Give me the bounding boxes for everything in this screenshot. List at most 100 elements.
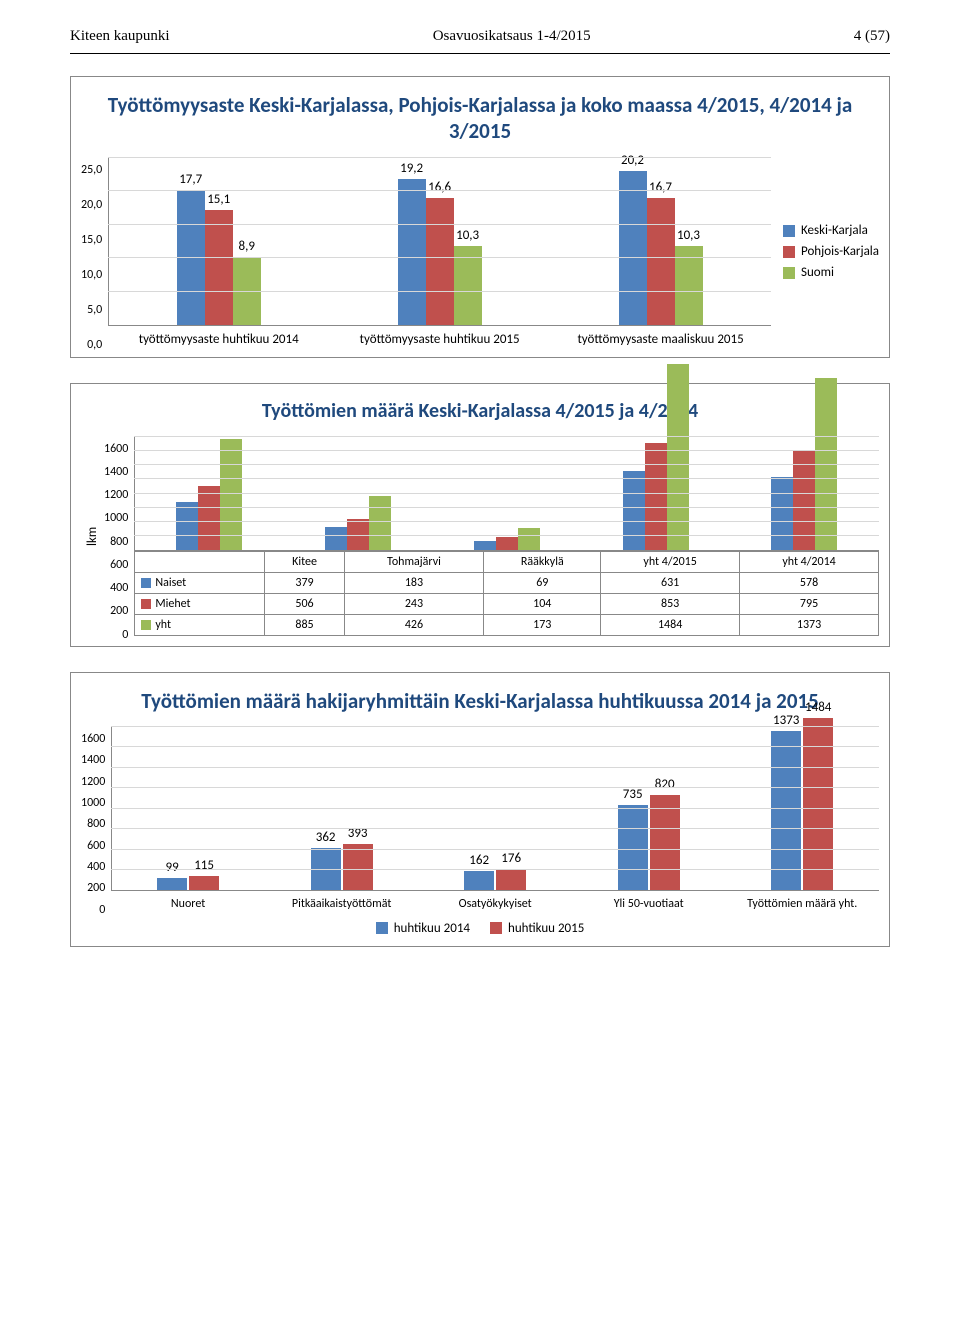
y-tick: 200: [81, 881, 105, 895]
table-header: [135, 551, 265, 572]
bar-group: 99115: [157, 876, 219, 889]
table-cell: 853: [601, 593, 740, 614]
bar-value: 8,9: [238, 239, 254, 254]
chart1-title: Työttömyysaste Keski-Karjalassa, Pohjois…: [81, 92, 879, 145]
bar: 393: [343, 844, 373, 889]
bar-value: 10,3: [456, 228, 479, 243]
table-header: yht 4/2015: [601, 551, 740, 572]
bar-group: 13731484: [771, 718, 833, 890]
table-cell: 1373: [740, 614, 879, 635]
bar-value: 99: [166, 860, 179, 875]
table-cell: 426: [344, 614, 484, 635]
y-tick: 1200: [81, 775, 105, 789]
legend-label: Keski-Karjala: [801, 223, 868, 238]
y-tick: 0: [104, 628, 128, 642]
legend-item: Suomi: [783, 265, 879, 280]
y-tick: 1600: [104, 442, 128, 456]
bar: 115: [189, 876, 219, 889]
bar: [220, 439, 242, 550]
table-cell: 183: [344, 572, 484, 593]
bar: [176, 502, 198, 549]
x-label: työttömyysaste huhtikuu 2014: [108, 332, 329, 347]
chart1-y-axis: 25,020,015,010,05,00,0: [81, 157, 108, 347]
header-divider: [70, 53, 890, 54]
bar: [623, 471, 645, 550]
bar: 162: [464, 871, 494, 890]
y-tick: 1600: [81, 732, 105, 746]
bar-group: 735820: [618, 795, 680, 890]
y-tick: 200: [104, 604, 128, 618]
bar: 19,2: [398, 179, 426, 325]
bar-value: 16,6: [428, 180, 451, 195]
bar-value: 16,7: [649, 180, 672, 195]
page-header: Kiteen kaupunki Osavuosikatsaus 1-4/2015…: [70, 28, 890, 45]
bar-group: [176, 439, 242, 550]
chart3-x-labels: NuoretPitkäaikaistyöttömätOsatyökykyiset…: [111, 891, 879, 911]
bar: [645, 443, 667, 550]
chart-hakijaryhmittain: Työttömien määrä hakijaryhmittäin Keski-…: [70, 672, 890, 947]
bar: 20,2: [619, 171, 647, 325]
legend-swatch: [490, 922, 502, 934]
y-tick: 400: [81, 860, 105, 874]
legend-item: Keski-Karjala: [783, 223, 879, 238]
chart-tyottomyysaste: Työttömyysaste Keski-Karjalassa, Pohjois…: [70, 76, 890, 358]
table-row: Naiset37918369631578: [135, 572, 879, 593]
row-name: Naiset: [155, 576, 186, 590]
y-tick: 20,0: [81, 198, 102, 212]
table-cell: 795: [740, 593, 879, 614]
chart2-y-axis-label: lkm: [81, 436, 104, 636]
bar-value: 115: [194, 858, 214, 873]
bar-value: 20,2: [621, 153, 644, 168]
bar: [496, 537, 518, 550]
bar: [771, 477, 793, 549]
legend-item: huhtikuu 2015: [490, 921, 584, 936]
x-label: Yli 50-vuotiaat: [572, 897, 726, 911]
header-right: 4 (57): [854, 28, 890, 45]
table-header: yht 4/2014: [740, 551, 879, 572]
bar-group: [474, 528, 540, 550]
bar: [518, 528, 540, 550]
y-tick: 800: [104, 535, 128, 549]
header-left: Kiteen kaupunki: [70, 28, 170, 45]
y-tick: 0,0: [81, 338, 102, 352]
chart1-plot: 17,715,18,919,216,610,320,216,710,3: [108, 157, 771, 326]
table-cell: 631: [601, 572, 740, 593]
bar-group: 162176: [464, 869, 526, 889]
bar-group: 19,216,610,3: [398, 179, 482, 325]
chart1-x-labels: työttömyysaste huhtikuu 2014työttömyysas…: [108, 326, 771, 347]
legend-label: Pohjois-Karjala: [801, 244, 879, 259]
table-cell: 578: [740, 572, 879, 593]
header-center: Osavuosikatsaus 1-4/2015: [433, 28, 591, 45]
legend-swatch: [783, 267, 795, 279]
legend-swatch: [141, 599, 151, 609]
table-cell: 1484: [601, 614, 740, 635]
y-tick: 25,0: [81, 163, 102, 177]
bar: 16,6: [426, 198, 454, 324]
y-tick: 0: [81, 903, 105, 917]
bar-group: [325, 496, 391, 549]
y-tick: 1400: [81, 753, 105, 767]
bar: [325, 527, 347, 550]
table-header: Tohmajärvi: [344, 551, 484, 572]
y-tick: 15,0: [81, 233, 102, 247]
chart2-plot: [134, 436, 879, 551]
bar-value: 15,1: [207, 192, 230, 207]
legend-label: huhtikuu 2015: [508, 921, 584, 936]
bar-value: 362: [316, 830, 336, 845]
chart2-data-table: KiteeTohmajärviRääkkyläyht 4/2015yht 4/2…: [134, 551, 879, 636]
x-label: Työttömien määrä yht.: [725, 897, 879, 911]
bar: 99: [157, 878, 187, 889]
bar-value: 10,3: [677, 228, 700, 243]
table-cell: 173: [484, 614, 601, 635]
bar: 16,7: [647, 198, 675, 325]
legend-label: huhtikuu 2014: [394, 921, 470, 936]
table-cell: 69: [484, 572, 601, 593]
bar-group: 20,216,710,3: [619, 171, 703, 325]
row-name: Miehet: [155, 597, 190, 611]
legend-swatch: [376, 922, 388, 934]
chart3-legend: huhtikuu 2014 huhtikuu 2015: [81, 921, 879, 936]
table-cell: 506: [265, 593, 344, 614]
bar: 176: [496, 869, 526, 889]
x-label: Nuoret: [111, 897, 265, 911]
bar: 820: [650, 795, 680, 890]
